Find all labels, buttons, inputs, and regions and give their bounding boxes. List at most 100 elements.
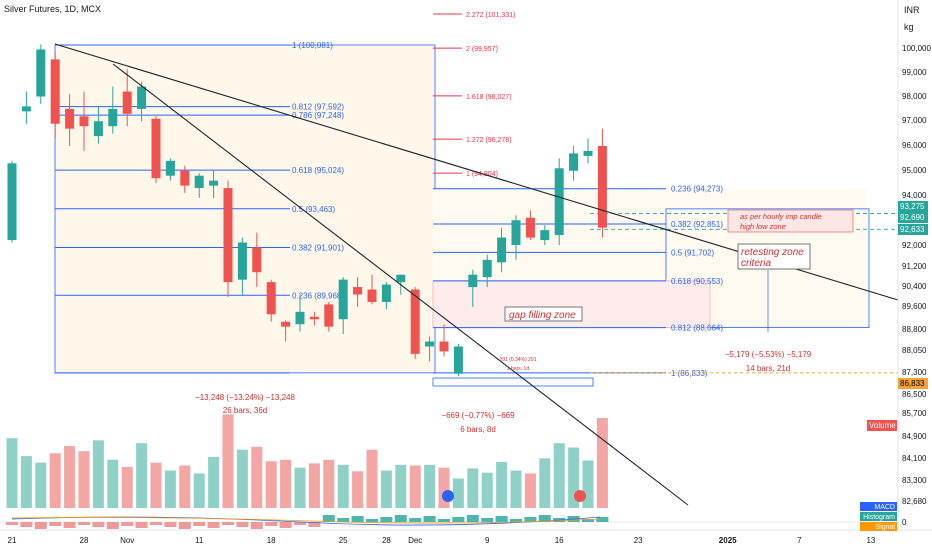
macd-tag: Signal <box>860 522 897 531</box>
macd-histogram-bar <box>308 522 321 527</box>
fib-ext-label: 1.272 (96,278) <box>466 137 512 144</box>
volume-bar <box>510 470 522 508</box>
macd-histogram-bar <box>150 522 162 525</box>
macd-pane <box>0 515 898 529</box>
chart-title: Silver Futures, 1D, MCX <box>4 4 101 14</box>
macd-histogram-bar <box>495 516 508 522</box>
time-tick: 28 <box>80 536 89 545</box>
time-tick: 2025 <box>719 536 737 545</box>
candle-body[interactable] <box>583 150 593 156</box>
time-tick: Dec <box>408 536 422 545</box>
gap-zone-label: gap filling zone <box>504 306 583 322</box>
fib-right-label: 0.382 (92,851) <box>671 220 723 229</box>
candle-body[interactable] <box>7 163 17 241</box>
volume-bar <box>524 473 536 508</box>
macd-histogram-bar <box>510 519 522 522</box>
candle-body[interactable] <box>396 274 406 283</box>
macd-histogram-bar <box>351 516 364 522</box>
macd-histogram-bar <box>322 515 335 522</box>
candle-body[interactable] <box>597 146 607 228</box>
candle-body[interactable] <box>165 160 175 176</box>
candle-body[interactable] <box>381 284 391 302</box>
volume-bar <box>251 446 263 508</box>
macd-histogram-bar <box>394 515 407 522</box>
candle-body[interactable] <box>36 49 46 97</box>
candle-body[interactable] <box>338 279 348 320</box>
price-tick: 96,000 <box>902 141 927 150</box>
candle-body[interactable] <box>324 304 334 327</box>
candle-body[interactable] <box>50 59 60 124</box>
small-measure-bars: 6 bars, 8d <box>460 425 496 434</box>
macd-tag: Histogram <box>860 512 897 521</box>
candle-body[interactable] <box>525 217 535 238</box>
candle-body[interactable] <box>151 118 161 179</box>
candle-body[interactable] <box>21 106 31 112</box>
candle-body[interactable] <box>295 311 305 325</box>
price-tick: 97,000 <box>902 116 927 125</box>
price-tick: 87,300 <box>902 368 927 377</box>
candle-body[interactable] <box>309 316 319 320</box>
macd-histogram-bar <box>34 522 47 529</box>
macd-histogram-bar <box>409 518 422 522</box>
candle-body[interactable] <box>79 116 89 127</box>
macd-histogram-bar <box>63 522 76 528</box>
right-measure-bars: 14 bars, 21d <box>746 364 790 373</box>
fib-zones-layer <box>54 44 870 387</box>
retest-text-2: criteria <box>741 258 771 269</box>
candle-body[interactable] <box>122 91 132 114</box>
candle-body[interactable] <box>468 274 478 288</box>
candle-body[interactable] <box>266 282 276 315</box>
candle-body[interactable] <box>540 230 550 241</box>
volume-bar <box>380 470 392 508</box>
candle-body[interactable] <box>497 237 507 263</box>
volume-bar <box>64 446 76 508</box>
candle-body[interactable] <box>237 242 247 280</box>
candle-body[interactable] <box>353 287 363 295</box>
macd-histogram-bar <box>524 517 537 522</box>
trendline-steep[interactable] <box>112 63 689 506</box>
candle-body[interactable] <box>439 341 449 352</box>
candle-body[interactable] <box>180 170 190 186</box>
fib-level-label: 1 (100,081) <box>292 41 333 50</box>
candle-body[interactable] <box>482 259 492 278</box>
macd-histogram-bar <box>106 522 119 529</box>
candle-body[interactable] <box>410 289 420 354</box>
time-tick: 23 <box>634 536 643 545</box>
price-tick: 92,000 <box>902 241 927 250</box>
price-tick: 85,700 <box>902 409 927 418</box>
candle-body[interactable] <box>252 247 262 273</box>
candle-body[interactable] <box>569 153 579 171</box>
hourly-text-1: as per hourly imp candle <box>740 212 822 221</box>
fib-ext-label: 2.272 (101,331) <box>466 12 515 19</box>
volume-bar <box>35 462 47 508</box>
candle-body[interactable] <box>137 86 147 109</box>
event-icon[interactable] <box>574 490 586 502</box>
candle-body[interactable] <box>65 108 75 129</box>
price-tag: 93,275 <box>898 201 928 212</box>
candle-body[interactable] <box>453 346 463 374</box>
fib-level-label: 0.236 (89,968) <box>292 291 344 300</box>
candle-body[interactable] <box>223 188 233 283</box>
volume-bar <box>222 414 234 508</box>
event-icon[interactable] <box>442 490 454 502</box>
volume-bar <box>92 440 104 508</box>
fib-level-label: 0.382 (91,901) <box>292 243 344 252</box>
volume-tag: Volume <box>867 420 897 431</box>
price-tick: 83,300 <box>902 476 927 485</box>
candle-body[interactable] <box>194 175 204 189</box>
candles-layer[interactable] <box>7 44 607 377</box>
candle-body[interactable] <box>511 220 521 245</box>
candle-body[interactable] <box>281 321 291 327</box>
candle-body[interactable] <box>554 168 564 236</box>
candle-body[interactable] <box>93 121 103 137</box>
candle-body[interactable] <box>425 341 435 347</box>
price-tick: 99,000 <box>902 68 927 77</box>
candle-body[interactable] <box>209 180 219 186</box>
candle-body[interactable] <box>367 289 377 302</box>
candle-body[interactable] <box>108 108 118 127</box>
macd-histogram-bar <box>582 519 594 522</box>
